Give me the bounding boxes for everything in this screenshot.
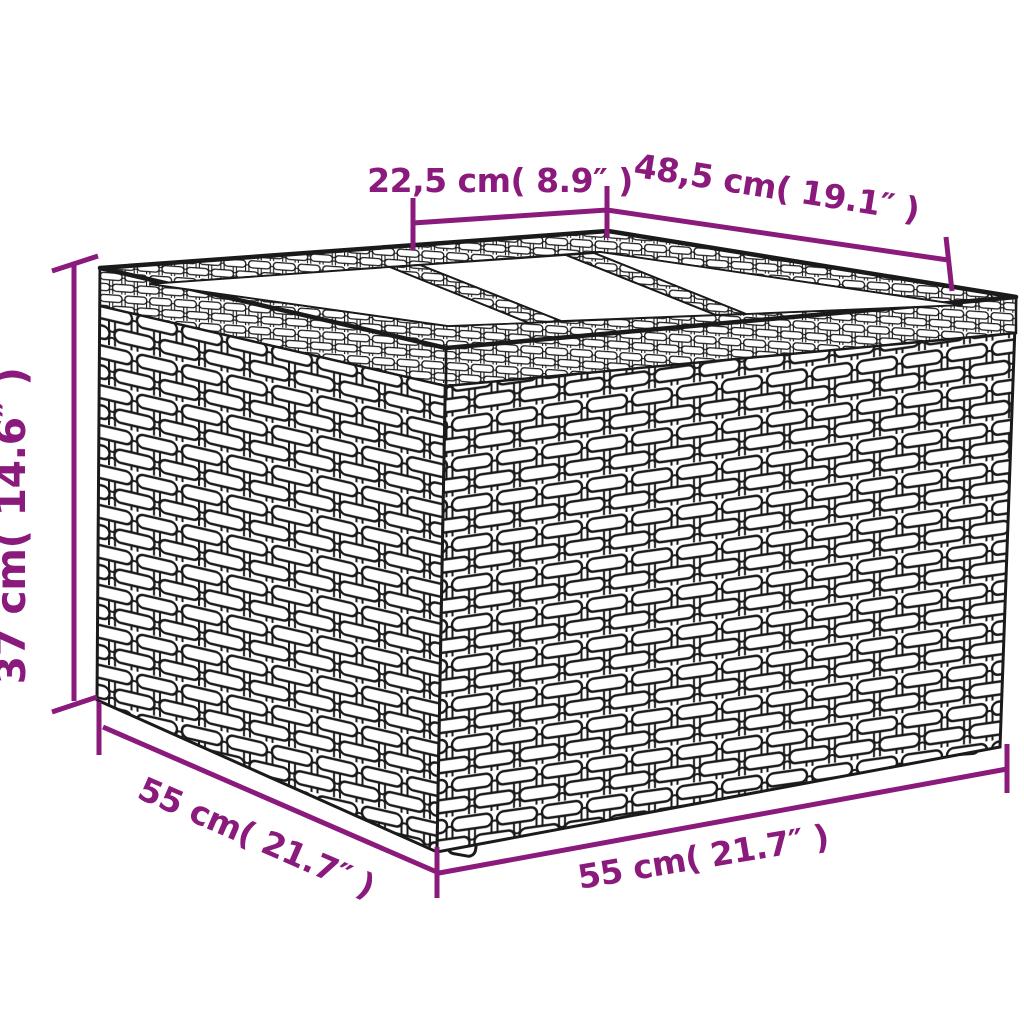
dimension-line [438, 744, 1010, 876]
glass-divider-strip-1 [389, 263, 562, 325]
dimension-top-panel-width: 22,5 cm( 8.9″ ) [367, 161, 633, 250]
glass-divider-strip-2 [565, 251, 747, 317]
table-illustration [95, 228, 1019, 858]
dimension-height: 37 cm( 14.6″ ) [0, 253, 99, 715]
dimension-line [96, 702, 440, 898]
dimension-line [606, 207, 955, 292]
dimension-label: 37 cm( 14.6″ ) [0, 368, 35, 685]
dimension-label: 48,5 cm( 19.1″ ) [631, 146, 922, 230]
dimension-label: 22,5 cm( 8.9″ ) [367, 161, 633, 200]
wicker-front-face [435, 295, 1018, 854]
top-rim-outer-edge [97, 228, 1019, 351]
dimension-label: 55 cm( 21.7″ ) [575, 816, 832, 896]
dimension-line [51, 253, 99, 715]
